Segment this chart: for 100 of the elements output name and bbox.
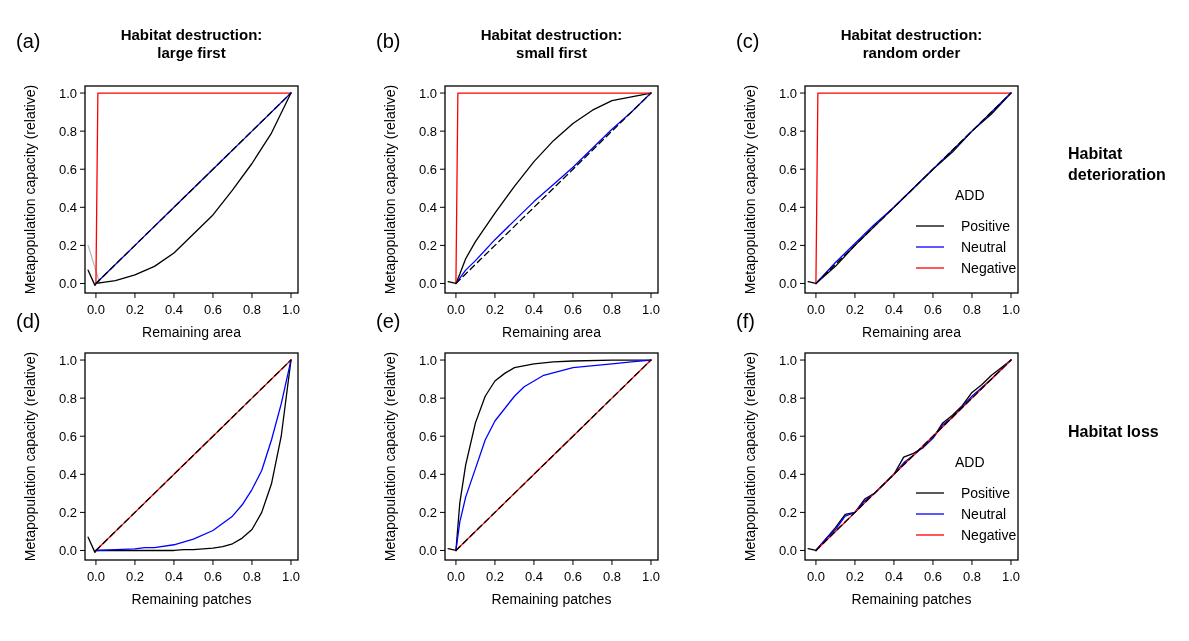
x-tick-label: 1.0 <box>641 302 661 317</box>
x-axis-title: Remaining patches <box>491 591 612 607</box>
y-tick-label: 1.0 <box>778 85 797 101</box>
x-axis-title: Remaining patches <box>131 591 252 607</box>
y-tick-label: 0.4 <box>418 466 437 482</box>
x-tick-label: 0.4 <box>524 569 543 584</box>
y-tick-label: 1.0 <box>418 352 437 368</box>
chart-title: Habitat destruction: random order <box>840 26 983 61</box>
legend-title: ADD <box>955 454 985 470</box>
text: (e) <box>376 310 401 332</box>
legend-label: Neutral <box>961 505 1007 522</box>
x-tick-label: 0.0 <box>806 302 825 317</box>
y-tick-label: 0.0 <box>58 276 77 292</box>
y-tick-label: 1.0 <box>58 85 77 101</box>
y-tick-label: 1.0 <box>778 352 797 368</box>
y-tick-label: 0.0 <box>418 543 437 559</box>
text: (b) <box>376 30 401 52</box>
x-axis-title: Remaining area <box>142 324 242 340</box>
x-tick-label: 0.4 <box>164 302 183 317</box>
x-axis-title: Remaining area <box>862 324 962 340</box>
y-tick-label: 0.4 <box>58 466 77 482</box>
y-axis-title: Metapopulation capacity (relative) <box>742 84 758 295</box>
y-tick-label: 0.6 <box>58 428 77 444</box>
y-tick-label: 0.4 <box>418 199 437 215</box>
y-tick-label: 0.2 <box>778 237 797 253</box>
x-tick-label: 0.8 <box>242 569 262 584</box>
y-tick-label: 0.6 <box>418 428 437 444</box>
text: (f) <box>736 310 755 332</box>
x-tick-label: 1.0 <box>281 302 301 317</box>
x-tick-label: 0.8 <box>602 302 622 317</box>
chart-title: Habitat destruction: small first <box>480 26 623 61</box>
y-tick-label: 0.2 <box>418 504 437 520</box>
x-tick-label: 0.0 <box>446 302 465 317</box>
y-tick-label: 0.6 <box>58 161 77 177</box>
x-tick-label: 0.0 <box>86 569 105 584</box>
y-tick-label: 0.8 <box>778 123 797 139</box>
legend-label: Positive <box>961 217 1011 234</box>
y-tick-label: 0.0 <box>58 543 77 559</box>
x-tick-label: 0.2 <box>485 569 504 584</box>
y-tick-label: 0.8 <box>778 390 797 406</box>
x-tick-label: 0.6 <box>923 569 942 584</box>
x-tick-label: 0.8 <box>242 302 262 317</box>
x-axis-title: Remaining patches <box>851 591 972 607</box>
x-tick-label: 0.4 <box>164 569 183 584</box>
y-tick-label: 0.6 <box>418 161 437 177</box>
x-tick-label: 0.0 <box>446 569 465 584</box>
x-tick-label: 0.2 <box>845 569 864 584</box>
y-axis-title: Metapopulation capacity (relative) <box>22 84 38 295</box>
y-tick-label: 0.2 <box>58 237 77 253</box>
x-tick-label: 0.6 <box>203 569 222 584</box>
x-axis-title: Remaining area <box>502 324 602 340</box>
y-tick-label: 0.4 <box>778 466 797 482</box>
x-tick-label: 0.2 <box>845 302 864 317</box>
x-tick-label: 0.6 <box>203 302 222 317</box>
y-tick-label: 0.8 <box>58 123 77 139</box>
x-tick-label: 1.0 <box>1001 569 1021 584</box>
x-tick-label: 0.0 <box>86 302 105 317</box>
y-tick-label: 0.8 <box>418 123 437 139</box>
text: Habitat deterioration <box>1068 145 1166 183</box>
y-tick-label: 0.8 <box>58 390 77 406</box>
y-tick-label: 0.0 <box>778 543 797 559</box>
chart-title: Habitat destruction: large first <box>120 26 263 61</box>
y-axis-title: Metapopulation capacity (relative) <box>742 351 758 562</box>
x-tick-label: 0.4 <box>884 302 903 317</box>
text: (a) <box>16 30 41 52</box>
x-tick-label: 0.0 <box>806 569 825 584</box>
y-tick-label: 1.0 <box>418 85 437 101</box>
x-tick-label: 1.0 <box>1001 302 1021 317</box>
y-tick-label: 0.6 <box>778 428 797 444</box>
y-tick-label: 0.2 <box>778 504 797 520</box>
legend-label: Positive <box>961 484 1011 501</box>
x-tick-label: 0.2 <box>125 569 144 584</box>
x-tick-label: 0.4 <box>884 569 903 584</box>
x-tick-label: 1.0 <box>641 569 661 584</box>
y-axis-title: Metapopulation capacity (relative) <box>382 84 398 295</box>
x-tick-label: 0.8 <box>602 569 622 584</box>
x-tick-label: 0.6 <box>923 302 942 317</box>
y-tick-label: 0.6 <box>778 161 797 177</box>
text: (d) <box>16 310 41 332</box>
legend-label: Negative <box>961 259 1017 276</box>
y-axis-title: Metapopulation capacity (relative) <box>22 351 38 562</box>
y-tick-label: 0.4 <box>58 199 77 215</box>
legend-title: ADD <box>955 187 985 203</box>
y-tick-label: 1.0 <box>58 352 77 368</box>
y-tick-label: 0.4 <box>778 199 797 215</box>
x-tick-label: 0.2 <box>125 302 144 317</box>
y-axis-title: Metapopulation capacity (relative) <box>382 351 398 562</box>
y-tick-label: 0.8 <box>418 390 437 406</box>
x-tick-label: 1.0 <box>281 569 301 584</box>
x-tick-label: 0.6 <box>563 569 582 584</box>
x-tick-label: 0.2 <box>485 302 504 317</box>
legend-label: Negative <box>961 526 1017 543</box>
x-tick-label: 0.8 <box>962 302 982 317</box>
x-tick-label: 0.4 <box>524 302 543 317</box>
x-tick-label: 0.6 <box>563 302 582 317</box>
legend-label: Neutral <box>961 238 1007 255</box>
y-tick-label: 0.2 <box>418 237 437 253</box>
y-tick-label: 0.0 <box>418 276 437 292</box>
y-tick-label: 0.0 <box>778 276 797 292</box>
y-tick-label: 0.2 <box>58 504 77 520</box>
